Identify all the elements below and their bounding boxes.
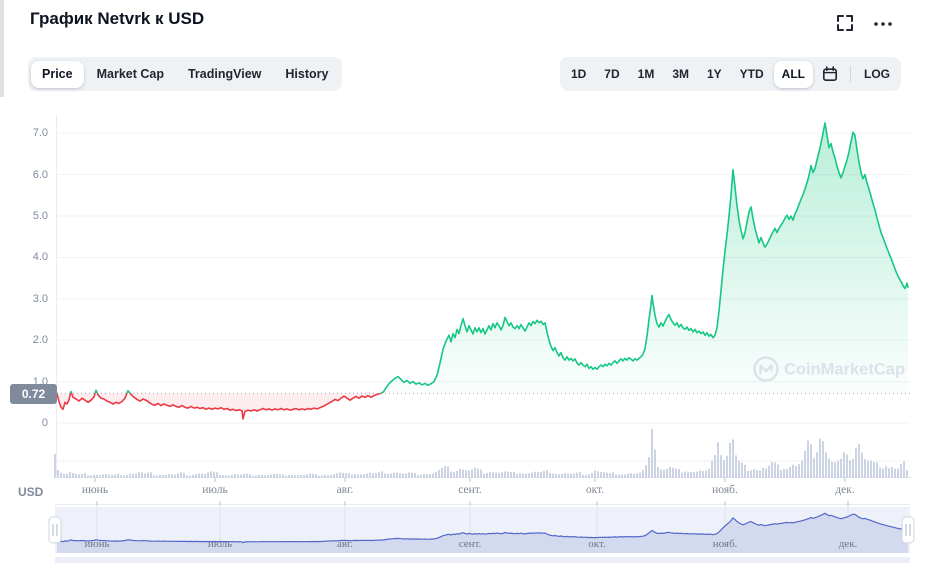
view-tab-tradingview[interactable]: TradingView [187, 66, 262, 81]
calendar-icon[interactable] [815, 62, 845, 86]
y-axis-label-0: 0 [41, 417, 48, 429]
currency-unit-label: USD [18, 485, 44, 499]
fullscreen-icon[interactable] [836, 14, 854, 37]
range-tab-1m[interactable]: 1M [637, 66, 655, 81]
price-line-red [56, 393, 384, 420]
navigator-label-июль: июль [207, 538, 233, 550]
range-tab-3m[interactable]: 3M [672, 66, 689, 81]
x-axis-label-авг: авг. [336, 484, 354, 496]
navigator-label-авг: авг. [336, 538, 354, 550]
range-tab-ytd[interactable]: YTD [739, 66, 764, 81]
range-tab-group: 1D 7D 1M 3M 1Y YTD ALL LOG [559, 57, 901, 91]
view-tab-group: Price Market Cap TradingView History [28, 57, 343, 91]
baseline-price-badge: 0.72 [10, 384, 57, 404]
y-axis-label-7.0: 7.0 [32, 127, 48, 140]
navigator-label-окт: окт. [588, 538, 606, 550]
range-tab-1y[interactable]: 1Y [706, 66, 722, 81]
y-axis-label-5.0: 5.0 [32, 210, 48, 222]
x-axis-label-окт: окт. [585, 484, 605, 496]
more-options-icon[interactable] [869, 16, 897, 35]
range-tab-1d[interactable]: 1D [570, 66, 587, 81]
toolbar-divider [850, 66, 851, 82]
x-axis-label-дек: дек. [835, 484, 855, 496]
x-axis-label-июнь: июнь [81, 484, 109, 496]
view-tab-price[interactable]: Price [31, 60, 84, 88]
x-axis-label-нояб: нояб. [712, 484, 738, 496]
y-axis-label-6.0: 6.0 [32, 168, 48, 181]
navigator-label-нояб: нояб. [712, 538, 738, 550]
coinmarketcap-watermark: CoinMarketCap [753, 356, 905, 382]
y-axis-label-4.0: 4.0 [32, 251, 48, 264]
view-tab-market-cap[interactable]: Market Cap [96, 66, 164, 81]
price-line-green [69, 122, 909, 394]
range-tab-all[interactable]: ALL [773, 60, 813, 88]
navigator-right-handle[interactable] [901, 516, 915, 544]
range-tab-7d[interactable]: 7D [604, 66, 620, 81]
scrollbar-strip[interactable] [0, 0, 4, 97]
x-axis-label-сент: сент. [458, 484, 482, 496]
navigator-left-handle[interactable] [48, 516, 62, 544]
volume-bars [54, 429, 908, 479]
page-title: График Netvrk к USD [30, 9, 205, 28]
y-axis-label-3.0: 3.0 [32, 292, 48, 305]
navigator-label-июнь: июнь [84, 538, 110, 550]
svg-text:CoinMarketCap: CoinMarketCap [784, 361, 905, 379]
navigator-label-дек: дек. [838, 538, 858, 550]
y-axis-label-2.0: 2.0 [32, 334, 48, 347]
x-axis-label-июль: июль [202, 484, 228, 496]
view-tab-history[interactable]: History [285, 66, 329, 81]
navigator-label-сент: сент. [458, 538, 482, 550]
log-scale-toggle[interactable]: LOG [864, 66, 890, 81]
